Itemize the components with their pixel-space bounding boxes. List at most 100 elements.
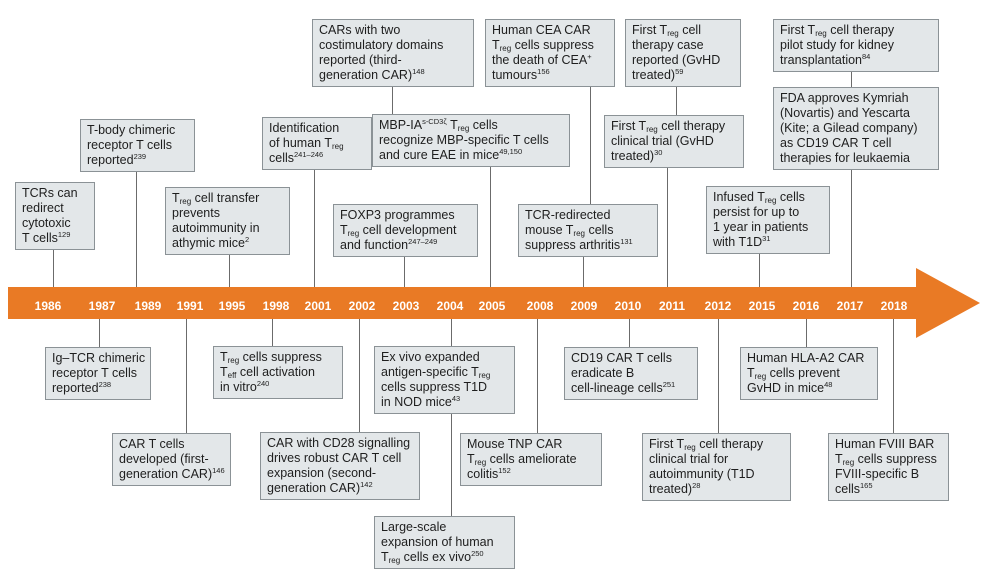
subscript: reg (332, 142, 344, 151)
event-box-e2017b: FDA approves Kymriah (Novartis) and Yesca… (773, 87, 939, 170)
reference-superscript: 250 (471, 549, 484, 558)
event-line: Treg cells ex vivo250 (381, 549, 484, 565)
event-line: pilot study for kidney (780, 38, 894, 52)
event-line: Treg cells suppress (220, 350, 322, 365)
event-box-e1989: T-body chimeric receptor T cells reported2… (80, 119, 195, 172)
event-line: receptor T cells (87, 138, 172, 152)
event-line: colitis152 (467, 466, 511, 481)
subscript: reg (388, 556, 401, 565)
event-line: CAR with CD28 signalling (267, 436, 411, 450)
event-line: mouse Treg cells (525, 223, 614, 238)
event-line: TCR-redirected (525, 208, 611, 222)
event-line: FDA approves Kymriah (780, 91, 909, 105)
event-box-e2018: Human FVIII BAR Treg cells suppress FVIII-… (828, 433, 949, 501)
connector-lines (53, 72, 894, 516)
event-line: generation CAR)142 (267, 480, 373, 495)
reference-superscript: 31 (762, 234, 771, 243)
event-line: GvHD in mice48 (747, 380, 833, 395)
event-line: FOXP3 programmes (340, 208, 455, 222)
subscript: reg (474, 458, 487, 467)
reference-superscript: 156 (537, 67, 550, 76)
event-line: cells suppress T1D (381, 380, 488, 394)
year-label-1986: 1986 (34, 299, 62, 313)
event-line: Ig–TCR chimeric (52, 351, 146, 365)
subscript: reg (667, 29, 679, 38)
event-line: generation CAR)146 (119, 466, 225, 481)
event-line: clinical trial for (649, 452, 729, 466)
event-line: reported239 (87, 152, 147, 167)
event-line: cytotoxic (22, 216, 71, 230)
event-line: Identification (269, 121, 340, 135)
event-line: cell-lineage cells251 (571, 380, 676, 395)
event-line: therapy case (632, 38, 704, 52)
event-box-e2011b: First Treg cell therapy clinical trial (G… (604, 115, 744, 168)
subscript: reg (764, 196, 777, 205)
timeline-arrow (8, 268, 980, 338)
reference-superscript: 148 (412, 67, 425, 76)
event-line: T-body chimeric (87, 123, 176, 137)
year-label-1989: 1989 (134, 299, 162, 313)
event-line: Human CEA CAR (492, 23, 591, 37)
year-label-2008: 2008 (526, 299, 554, 313)
event-line: FVIII-specific B (835, 467, 920, 481)
event-line: athymic mice2 (172, 235, 250, 250)
event-box-e1998: Treg cells suppress Teff cell activation i… (213, 346, 343, 399)
reference-superscript: 30 (654, 148, 663, 157)
event-line: cells165 (835, 481, 873, 496)
year-label-2003: 2003 (392, 299, 420, 313)
event-line: TCRs can (22, 186, 78, 200)
event-box-e2002b: CAR with CD28 signalling drives robust CA… (260, 432, 420, 500)
event-line: transplantation84 (780, 52, 871, 67)
event-line: developed (first- (119, 452, 209, 466)
event-line: (Kite; a Gilead company) (780, 121, 918, 135)
event-line: in NOD mice43 (381, 394, 461, 409)
reference-superscript: s-CD3ζ (422, 117, 447, 126)
year-label-2018: 2018 (880, 299, 908, 313)
subscript: reg (179, 197, 192, 206)
year-label-2012: 2012 (704, 299, 732, 313)
reference-superscript: 142 (360, 480, 373, 489)
event-line: Treg cell development (340, 223, 457, 238)
reference-superscript: 247–249 (408, 237, 438, 246)
event-line: generation CAR)148 (319, 67, 425, 82)
event-box-e2009b: TCR-redirected mouse Treg cells suppress a… (518, 204, 658, 257)
event-line: reported238 (52, 380, 112, 395)
reference-superscript: 131 (620, 237, 633, 246)
year-label-2002: 2002 (348, 299, 376, 313)
reference-superscript: 48 (824, 380, 833, 389)
event-line: persist for up to (713, 205, 800, 219)
event-line: suppress arthritis131 (525, 237, 633, 252)
event-line: recognize MBP-specific T cells (379, 133, 549, 147)
event-line: Treg cells prevent (747, 366, 840, 381)
reference-superscript: 2 (244, 235, 250, 244)
subscript: reg (227, 356, 240, 365)
event-box-e2009a: Human CEA CAR Treg cells suppress the deat… (485, 19, 615, 87)
year-label-2011: 2011 (658, 299, 686, 313)
event-line: receptor T cells (52, 366, 137, 380)
event-line: treated)28 (649, 481, 701, 496)
event-line: prevents (172, 206, 220, 220)
year-label-2017: 2017 (836, 299, 864, 313)
event-line: costimulatory domains (319, 38, 444, 52)
subscript: eff (227, 371, 237, 380)
event-box-e2012: First Treg cell therapy clinical trial fo… (642, 433, 791, 501)
event-line: Teff cell activation (220, 365, 315, 380)
event-box-e2001: Identification of human Treg cells241–246 (262, 117, 372, 170)
event-line: First Treg cell therapy (611, 119, 726, 134)
event-box-e2011a: First Treg cell therapy case reported (GvH… (625, 19, 741, 87)
subscript: reg (573, 229, 585, 238)
subscript: reg (499, 44, 512, 53)
event-line: in vitro240 (220, 379, 270, 394)
reference-superscript: 84 (862, 52, 871, 61)
reference-superscript: 43 (451, 394, 461, 403)
event-box-e1986: TCRs can redirect cytotoxic T cells129 (15, 182, 95, 250)
event-line: First Treg cell (632, 23, 701, 38)
event-line: reported (GvHD (632, 53, 721, 67)
reference-superscript: 240 (256, 379, 270, 388)
event-line: as CD19 CAR T cell (780, 136, 892, 150)
year-label-2010: 2010 (614, 299, 642, 313)
reference-superscript: 251 (662, 380, 676, 389)
year-label-2004: 2004 (436, 299, 464, 313)
